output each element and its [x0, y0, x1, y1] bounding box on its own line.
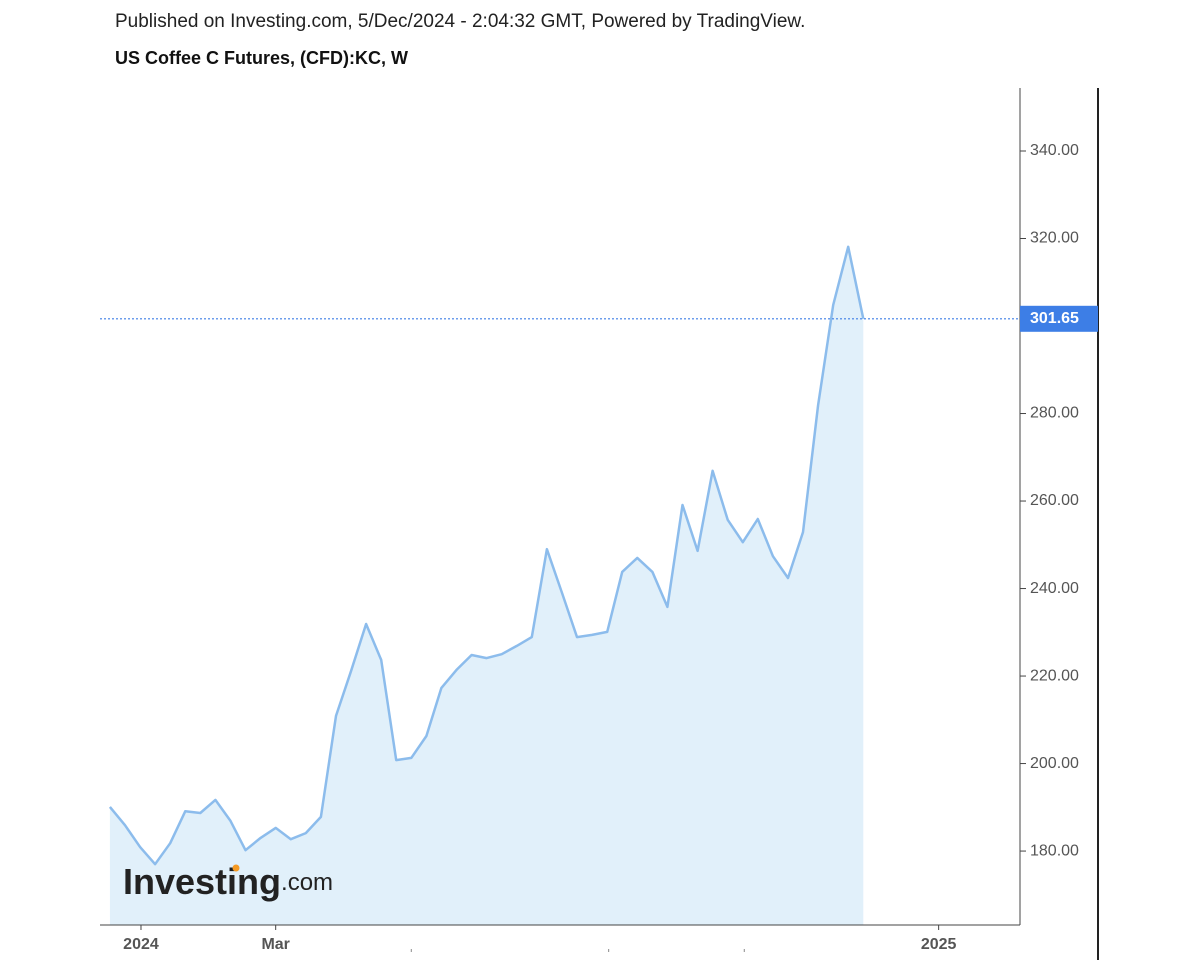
x-tick-label: 2024: [123, 936, 159, 953]
y-tick-label: 180.00: [1030, 842, 1079, 859]
brand: Investing: [123, 861, 281, 902]
last-price-label: 301.65: [1030, 310, 1079, 327]
watermark: Investing.com: [123, 861, 333, 902]
x-tick-label: 2025: [921, 936, 957, 953]
y-tick-label: 200.00: [1030, 755, 1079, 772]
published-note: Published on Investing.com, 5/Dec/2024 -…: [115, 11, 805, 32]
price-line: [108, 245, 865, 866]
y-tick-label: 220.00: [1030, 667, 1079, 684]
last-price-box: [1020, 305, 1098, 332]
y-tick-label: 280.00: [1030, 405, 1079, 422]
y-tick-label: 240.00: [1030, 580, 1079, 597]
chart-title: US Coffee C Futures, (CFD):KC, W: [115, 48, 408, 68]
y-tick-label: 320.00: [1030, 230, 1079, 247]
x-tick-label: Mar: [261, 936, 289, 953]
area-fill: [109, 246, 864, 926]
y-tick-label: 260.00: [1030, 492, 1079, 509]
brand-dot: [232, 864, 240, 872]
y-tick-label: 340.00: [1030, 142, 1079, 159]
brand-suffix: .com: [281, 869, 333, 896]
